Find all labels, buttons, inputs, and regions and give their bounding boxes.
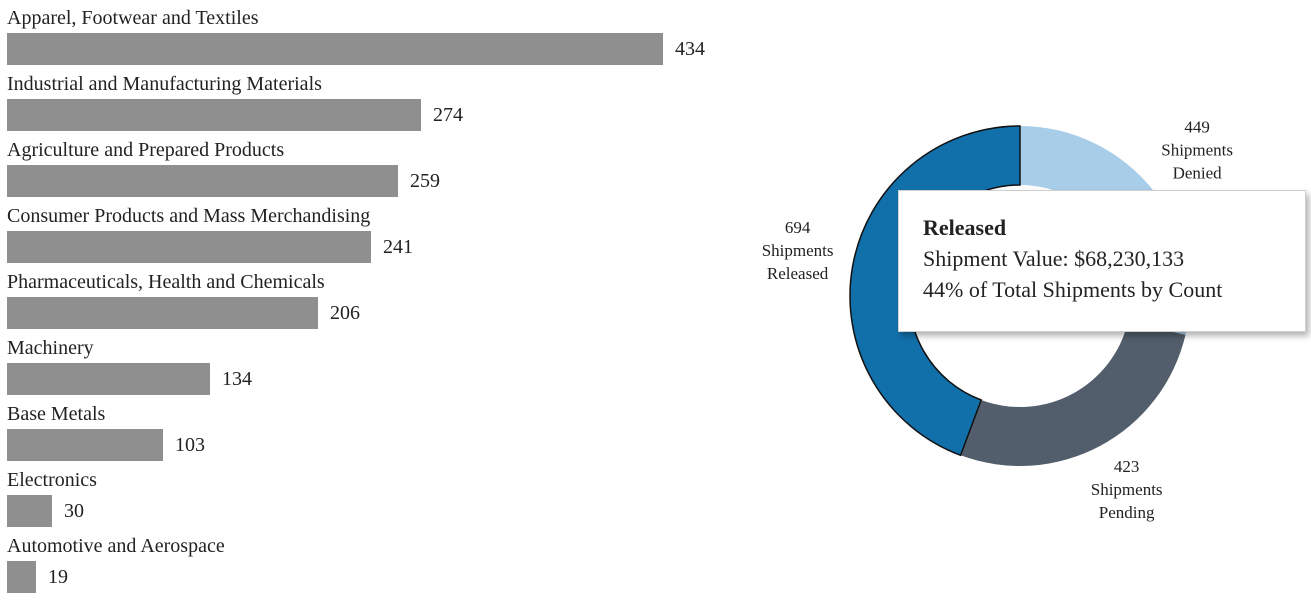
bar-row: Agriculture and Prepared Products 259 [7,138,747,204]
donut-slice-label-line: 423 [1114,457,1140,476]
bar-row: Apparel, Footwear and Textiles 434 [7,6,747,72]
bar-category-label: Industrial and Manufacturing Materials [7,73,322,95]
bar-value-label: 103 [175,434,205,456]
tooltip-share: 44% of Total Shipments by Count [923,277,1223,302]
bar[interactable] [7,429,163,461]
bar-row: Pharmaceuticals, Health and Chemicals 206 [7,270,747,336]
donut-slice-label-line: Shipments [762,241,834,260]
bar[interactable] [7,165,398,197]
bar[interactable] [7,99,421,131]
bar-row: Consumer Products and Mass Merchandising… [7,204,747,270]
bar[interactable] [7,33,663,65]
bar-value-label: 259 [410,170,440,192]
bar[interactable] [7,495,52,527]
donut-slice-label: 423 Shipments Pending [1091,457,1163,522]
bar-category-label: Base Metals [7,403,106,425]
bar-category-label: Automotive and Aerospace [7,535,225,557]
donut-slice-label-line: Denied [1173,164,1223,183]
tooltip-shipment-value: Shipment Value: $68,230,133 [923,246,1185,271]
bar-row: Base Metals 103 [7,402,747,468]
bar-category-label: Pharmaceuticals, Health and Chemicals [7,271,325,293]
donut-slice[interactable] [849,126,1020,456]
bar-category-label: Apparel, Footwear and Textiles [7,7,259,29]
bar-category-label: Agriculture and Prepared Products [7,139,285,161]
bar-row: Machinery 134 [7,336,747,402]
bar-chart: Apparel, Footwear and Textiles 434 Industr… [7,6,747,593]
tooltip: Released Shipment Value: $68,230,133 44%… [898,190,1306,332]
bar-value-label: 434 [675,38,705,60]
bar[interactable] [7,363,210,395]
bar-value-label: 134 [222,368,252,390]
bar-category-label: Machinery [7,337,94,359]
bar-value-label: 19 [48,566,68,588]
donut-slice-label: 694 Shipments Released [762,218,834,283]
bar[interactable] [7,297,318,329]
bar-value-label: 274 [433,104,463,126]
bar-value-label: 206 [330,302,360,324]
bar-value-label: 241 [383,236,413,258]
donut-slice-label-line: Shipments [1161,141,1233,160]
bar-category-label: Consumer Products and Mass Merchandising [7,205,371,227]
tooltip-title: Released [923,215,1007,240]
donut-slice[interactable] [960,321,1186,466]
donut-slice-label-line: Pending [1099,503,1155,522]
bar-value-label: 30 [64,500,84,522]
bar-category-label: Electronics [7,469,97,491]
donut-slice-label-line: Shipments [1091,480,1163,499]
bar[interactable] [7,231,371,263]
bar[interactable] [7,561,36,593]
bar-row: Automotive and Aerospace 19 [7,534,747,600]
donut-slice-label: 449 Shipments Denied [1161,118,1233,183]
bar-row: Industrial and Manufacturing Materials 27… [7,72,747,138]
donut-slice-label-line: 449 [1184,118,1210,137]
donut-slice-label-line: 694 [785,218,811,237]
bar-row: Electronics 30 [7,468,747,534]
donut-slice-label-line: Released [767,264,829,283]
